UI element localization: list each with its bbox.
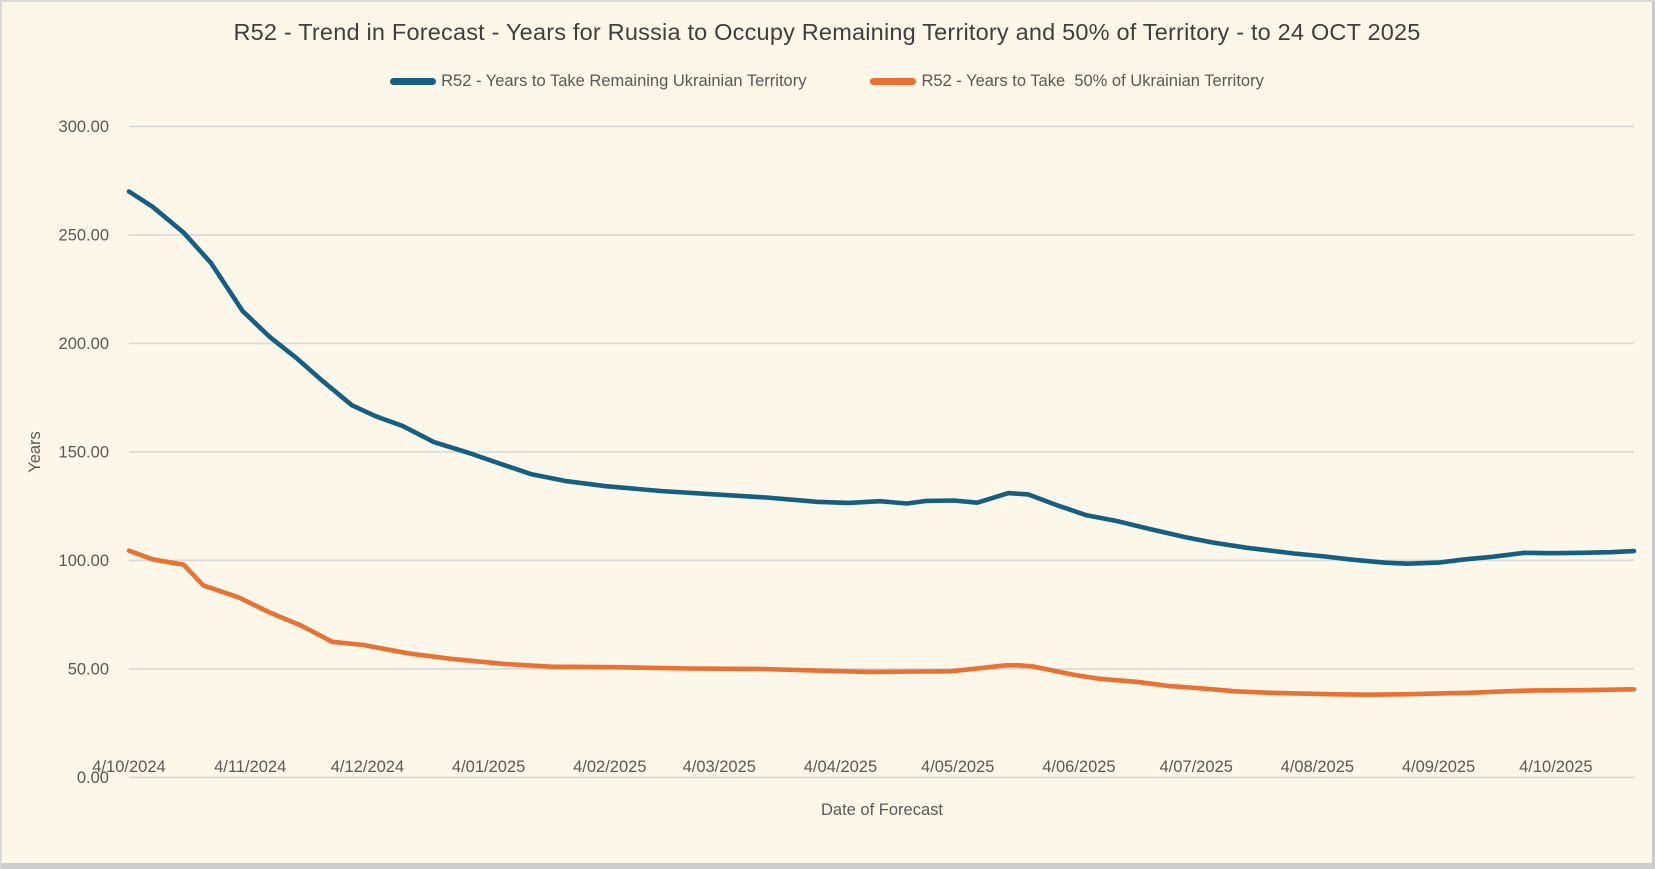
y-axis-tick-labels: 300.00 250.00 200.00 150.00 100.00 50.00 0.00 (59, 118, 109, 787)
x-tick-label: 4/10/2024 (92, 758, 165, 776)
x-tick-label: 4/01/2025 (452, 758, 525, 776)
x-tick-label: 4/11/2024 (214, 758, 286, 776)
series-line-50-percent-territory (126, 548, 1637, 698)
y-tick-label: 50.00 (68, 660, 109, 678)
x-tick-label: 4/07/2025 (1159, 758, 1232, 776)
y-tick-label: 300.00 (59, 118, 109, 136)
series-lines (126, 189, 1637, 698)
legend-item-remaining-territory: R52 - Years to Take Remaining Ukrainian … (390, 72, 806, 91)
x-tick-label: 4/10/2025 (1519, 758, 1592, 776)
x-tick-label: 4/08/2025 (1281, 758, 1354, 776)
y-tick-label: 150.00 (59, 443, 109, 461)
y-tick-label: 100.00 (59, 552, 109, 570)
x-axis-tick-labels: 4/10/2024 4/11/2024 4/12/2024 4/01/2025 4/02… (92, 758, 1592, 776)
gridlines (129, 125, 1634, 779)
x-tick-label: 4/02/2025 (573, 758, 646, 776)
x-tick-label: 4/06/2025 (1042, 758, 1115, 776)
x-tick-label: 4/05/2025 (921, 758, 994, 776)
x-tick-label: 4/04/2025 (804, 758, 877, 776)
legend-label-50-percent-territory: R52 - Years to Take 50% of Ukrainian Ter… (921, 72, 1264, 90)
x-axis-title: Date of Forecast (821, 801, 943, 819)
y-tick-label: 200.00 (59, 335, 109, 353)
y-tick-label: 250.00 (59, 226, 109, 244)
series-line-remaining-territory (126, 189, 1637, 567)
chart-title: R52 - Trend in Forecast - Years for Russ… (233, 19, 1421, 45)
legend: R52 - Years to Take Remaining Ukrainian … (2, 72, 1652, 91)
legend-swatch-50-percent-territory (870, 78, 917, 85)
legend-item-50-percent-territory: R52 - Years to Take 50% of Ukrainian Ter… (870, 72, 1264, 91)
legend-label-remaining-territory: R52 - Years to Take Remaining Ukrainian … (441, 72, 807, 90)
y-axis-title: Years (26, 431, 44, 473)
x-tick-label: 4/12/2024 (331, 758, 404, 776)
legend-swatch-remaining-territory (390, 78, 437, 85)
x-tick-label: 4/03/2025 (683, 758, 756, 776)
y-tick-label: 0.00 (77, 769, 109, 787)
x-tick-label: 4/09/2025 (1402, 758, 1475, 776)
